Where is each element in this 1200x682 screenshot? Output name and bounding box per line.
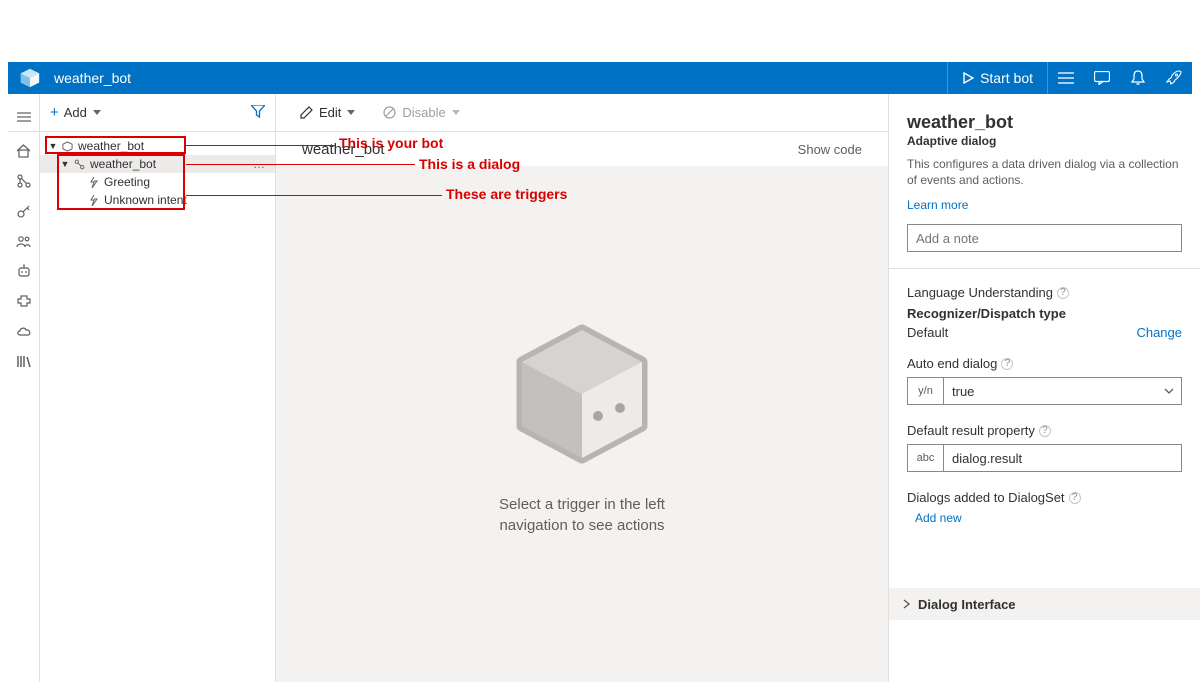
edit-label: Edit <box>319 105 341 120</box>
change-link[interactable]: Change <box>1136 325 1182 340</box>
canvas: Edit Disable weather_bot Show code Selec… <box>276 94 888 682</box>
props-description: This configures a data driven dialog via… <box>907 156 1182 188</box>
empty-text: Select a trigger in the left navigation … <box>499 494 665 536</box>
recognizer-value: Default <box>907 325 948 340</box>
left-nav-rail <box>8 94 40 682</box>
auto-end-value: true <box>944 378 1157 404</box>
cube-icon <box>60 141 74 152</box>
trigger-icon <box>86 195 100 206</box>
canvas-toolbar: Edit Disable <box>276 94 888 132</box>
default-result-label: Default result property? <box>907 423 1182 438</box>
edit-button[interactable]: Edit <box>300 105 355 120</box>
tree-trigger-label: Greeting <box>104 175 150 189</box>
auto-end-field[interactable]: y/n true <box>907 377 1182 405</box>
dialog-interface-section[interactable]: Dialog Interface <box>889 588 1200 620</box>
lang-understanding-label: Language Understanding? <box>907 285 1182 300</box>
rail-hamburger-icon[interactable] <box>8 102 40 132</box>
dialog-icon <box>72 159 86 170</box>
prefix-label: abc <box>908 445 944 471</box>
disable-button[interactable]: Disable <box>383 105 459 120</box>
collapsible-label: Dialog Interface <box>918 597 1016 612</box>
info-icon[interactable]: ? <box>1001 358 1013 370</box>
add-new-link[interactable]: Add new <box>915 511 1182 525</box>
props-title: weather_bot <box>907 112 1182 133</box>
start-bot-label: Start bot <box>980 70 1033 86</box>
learn-more-link[interactable]: Learn more <box>907 198 968 212</box>
note-input[interactable] <box>907 224 1182 252</box>
library-icon[interactable] <box>8 346 40 376</box>
chevron-right-icon <box>903 597 910 612</box>
rocket-icon[interactable] <box>1156 62 1192 94</box>
empty-cube-icon <box>502 312 662 472</box>
auto-end-label: Auto end dialog? <box>907 356 1182 371</box>
chevron-down-icon[interactable] <box>1157 378 1181 404</box>
show-code-link[interactable]: Show code <box>798 142 862 157</box>
hamburger-icon[interactable] <box>1048 62 1084 94</box>
plugin-icon[interactable] <box>8 286 40 316</box>
tree-toolbar: + Add <box>40 94 275 132</box>
home-icon[interactable] <box>8 136 40 166</box>
bell-icon[interactable] <box>1120 62 1156 94</box>
default-result-value: dialog.result <box>944 445 1181 471</box>
more-icon[interactable]: … <box>253 157 265 171</box>
people-icon[interactable] <box>8 226 40 256</box>
cloud-icon[interactable] <box>8 316 40 346</box>
props-subtitle: Adaptive dialog <box>907 134 1182 148</box>
tree-trigger-0[interactable]: Greeting <box>40 173 275 191</box>
info-icon[interactable]: ? <box>1057 287 1069 299</box>
trigger-icon <box>86 177 100 188</box>
tree-dialog[interactable]: ▼ weather_bot … <box>40 155 275 173</box>
filter-icon[interactable] <box>251 105 265 121</box>
tree-dialog-label: weather_bot <box>90 157 156 171</box>
recognizer-label: Recognizer/Dispatch type <box>907 306 1182 321</box>
tree-root[interactable]: ▼ weather_bot <box>40 137 275 155</box>
app-logo <box>16 64 44 92</box>
disable-label: Disable <box>402 105 445 120</box>
prefix-label: y/n <box>908 378 944 404</box>
tree-panel: + Add ▼ weather_bot ▼ weather_bot … Gree… <box>40 94 276 682</box>
info-icon[interactable]: ? <box>1069 492 1081 504</box>
bot-icon[interactable] <box>8 256 40 286</box>
add-label: Add <box>64 105 87 120</box>
default-result-field[interactable]: abc dialog.result <box>907 444 1182 472</box>
canvas-body: Select a trigger in the left navigation … <box>276 166 888 682</box>
tree-root-label: weather_bot <box>78 139 144 153</box>
tree-trigger-label: Unknown intent <box>104 193 187 207</box>
add-button[interactable]: + Add <box>50 104 101 121</box>
canvas-header: weather_bot Show code <box>276 132 888 166</box>
design-icon[interactable] <box>8 166 40 196</box>
tree: ▼ weather_bot ▼ weather_bot … Greeting U… <box>40 132 275 209</box>
tree-trigger-1[interactable]: Unknown intent <box>40 191 275 209</box>
app-title: weather_bot <box>54 70 947 86</box>
canvas-title: weather_bot <box>302 141 798 158</box>
properties-panel: weather_bot Adaptive dialog This configu… <box>888 94 1200 682</box>
key-icon[interactable] <box>8 196 40 226</box>
chat-icon[interactable] <box>1084 62 1120 94</box>
dialogset-label: Dialogs added to DialogSet? <box>907 490 1182 505</box>
info-icon[interactable]: ? <box>1039 425 1051 437</box>
header-bar: weather_bot Start bot <box>8 62 1192 94</box>
start-bot-button[interactable]: Start bot <box>947 62 1048 94</box>
